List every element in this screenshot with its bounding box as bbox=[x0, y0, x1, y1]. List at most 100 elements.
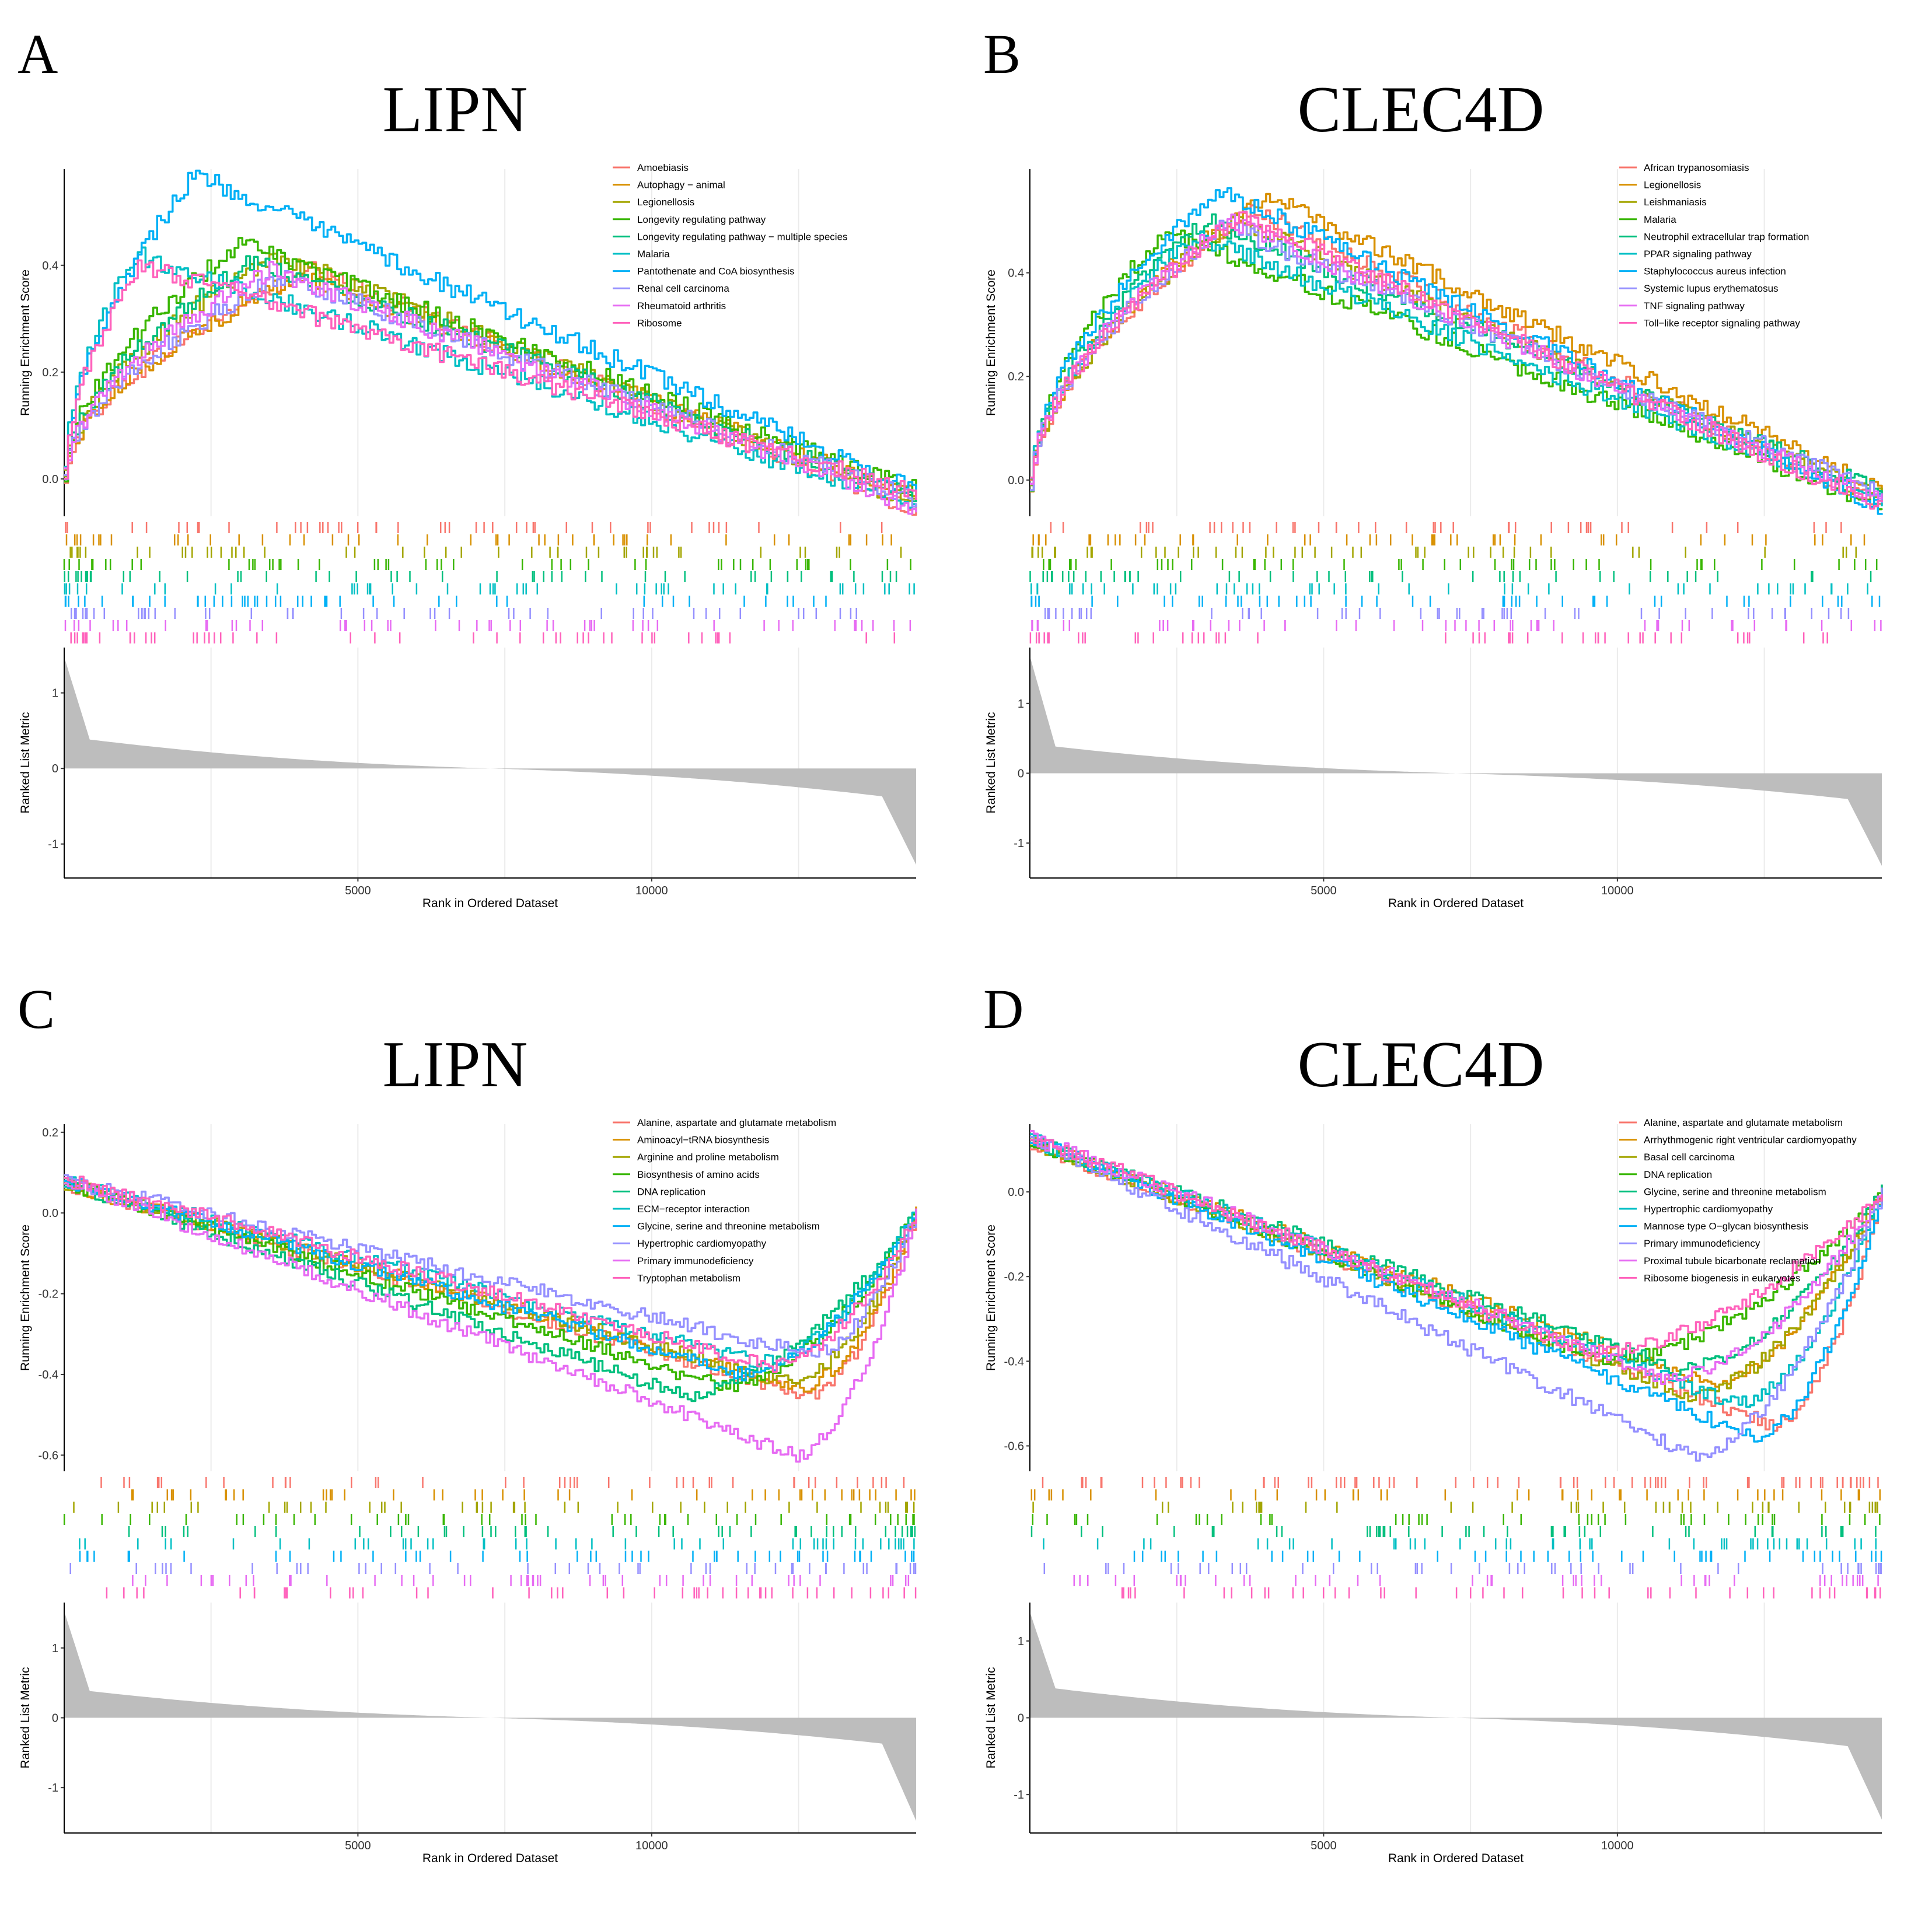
legend-label-9: Rheumatoid arthritis bbox=[637, 300, 726, 312]
es-tick-label: 0.0 bbox=[42, 1207, 58, 1220]
legend-label-7: Mannose type O−glycan biosynthesis bbox=[1644, 1221, 1808, 1232]
hit-ticks-row-6 bbox=[1030, 583, 1868, 594]
legend-label-1: Alanine, aspartate and glutamate metabol… bbox=[1644, 1117, 1843, 1128]
rank-tick-label: 5000 bbox=[1311, 884, 1337, 897]
hit-ticks-row-7 bbox=[1030, 596, 1881, 607]
es-series-line-9 bbox=[64, 261, 917, 515]
legend-label-4: Longevity regulating pathway bbox=[637, 214, 766, 225]
metric-tick-label: -1 bbox=[48, 1782, 58, 1794]
legend-label-3: Legionellosis bbox=[637, 197, 694, 208]
metric-tick-label: -1 bbox=[48, 838, 58, 851]
legend-label-5: DNA replication bbox=[637, 1186, 705, 1197]
metric-tick-label: -1 bbox=[1014, 1789, 1024, 1801]
legend-label-9: TNF signaling pathway bbox=[1644, 300, 1745, 312]
hit-ticks-row-2 bbox=[65, 534, 892, 545]
es-axis-title: Running Enrichment Score bbox=[19, 270, 32, 416]
legend-label-4: Biosynthesis of amino acids bbox=[637, 1169, 760, 1180]
ranked-metric-area bbox=[1030, 656, 1882, 866]
metric-tick-label: 1 bbox=[52, 1642, 58, 1655]
metric-tick-label: 1 bbox=[1018, 1635, 1024, 1648]
legend-label-1: Alanine, aspartate and glutamate metabol… bbox=[637, 1117, 836, 1128]
hit-ticks-row-10 bbox=[1121, 1587, 1881, 1598]
legend-label-2: Arrhythmogenic right ventricular cardiom… bbox=[1644, 1135, 1857, 1146]
panel-letter-d: D bbox=[983, 978, 1023, 1040]
rank-tick-label: 10000 bbox=[635, 1839, 668, 1852]
es-series-line-10 bbox=[64, 1176, 917, 1373]
legend-label-6: PPAR signaling pathway bbox=[1644, 249, 1752, 260]
hit-ticks-row-5 bbox=[1030, 1526, 1877, 1537]
legend-label-6: Hypertrophic cardiomyopathy bbox=[1644, 1204, 1773, 1215]
rank-tick-label: 5000 bbox=[345, 1839, 371, 1852]
rank-tick-label: 5000 bbox=[1311, 1839, 1337, 1852]
hit-ticks-row-4 bbox=[63, 559, 911, 570]
hit-ticks-row-3 bbox=[73, 1502, 915, 1513]
legend-label-3: Arginine and proline metabolism bbox=[637, 1152, 779, 1163]
gsea-panel-c: C LIPN 0.2 0.0 -0.2 -0.4 -0.6 Running Enrichmen… bbox=[0, 955, 966, 1910]
es-series-line-7 bbox=[1030, 187, 1883, 515]
legend-label-9: Primary immunodeficiency bbox=[637, 1255, 754, 1267]
es-axis-title: Running Enrichment Score bbox=[19, 1225, 32, 1371]
metric-axis-title: Ranked List Metric bbox=[19, 712, 32, 814]
legend-label-5: Neutrophil extracellular trap formation bbox=[1644, 231, 1809, 242]
legend-label-8: Systemic lupus erythematosus bbox=[1644, 283, 1779, 294]
metric-tick-label: 1 bbox=[1018, 698, 1024, 711]
legend-label-9: Proximal tubule bicarbonate reclamation bbox=[1644, 1255, 1821, 1267]
hit-ticks-row-6 bbox=[79, 1538, 915, 1549]
legend-label-8: Hypertrophic cardiomyopathy bbox=[637, 1238, 767, 1249]
es-tick-label: 0.4 bbox=[42, 260, 58, 272]
hit-ticks-row-3 bbox=[1031, 547, 1857, 558]
legend-label-2: Legionellosis bbox=[1644, 180, 1701, 191]
hit-ticks-row-2 bbox=[131, 1489, 916, 1500]
es-series-line-9 bbox=[64, 1182, 917, 1463]
es-series-line-6 bbox=[1030, 230, 1883, 506]
metric-axis-title: Ranked List Metric bbox=[984, 712, 998, 814]
gsea-panel-a: A LIPN 0.0 0.2 0.4 Running Enrichment Score Am… bbox=[0, 0, 966, 955]
hit-ticks-row-10 bbox=[1029, 632, 1828, 643]
hit-ticks-row-6 bbox=[1043, 1538, 1877, 1549]
metric-tick-label: 0 bbox=[1018, 1712, 1024, 1725]
es-series-line-7 bbox=[64, 169, 917, 495]
legend-label-6: Malaria bbox=[637, 249, 670, 260]
metric-tick-label: -1 bbox=[1014, 837, 1024, 850]
hit-ticks-row-4 bbox=[1032, 1514, 1881, 1525]
legend-label-2: Autophagy − animal bbox=[637, 180, 725, 191]
es-tick-label: 0.0 bbox=[1008, 1186, 1024, 1199]
legend-label-2: Aminoacyl−tRNA biosynthesis bbox=[637, 1135, 769, 1146]
gsea-panel-d: D CLEC4D 0.0 -0.2 -0.4 -0.6 Running Enrichment… bbox=[966, 955, 1931, 1910]
hit-ticks-row-1 bbox=[1042, 1477, 1879, 1488]
legend-label-10: Tryptophan metabolism bbox=[637, 1272, 740, 1283]
hit-ticks-row-3 bbox=[69, 547, 902, 558]
legend-label-5: Glycine, serine and threonine metabolism bbox=[1644, 1186, 1826, 1197]
es-tick-label: -0.6 bbox=[39, 1449, 58, 1462]
hit-ticks-row-8 bbox=[1043, 1563, 1882, 1574]
es-series-line-6 bbox=[64, 246, 917, 509]
hit-ticks-row-7 bbox=[64, 596, 827, 607]
es-axis-title: Running Enrichment Score bbox=[984, 270, 998, 416]
es-tick-label: 0.0 bbox=[1008, 474, 1024, 487]
hit-ticks-row-5 bbox=[64, 571, 897, 582]
ranked-metric-area bbox=[64, 1611, 916, 1821]
hit-ticks-row-1 bbox=[1050, 522, 1842, 533]
legend-label-1: Amoebiasis bbox=[637, 162, 689, 173]
metric-tick-label: 0 bbox=[52, 1712, 58, 1725]
hit-ticks-row-1 bbox=[65, 522, 883, 533]
hit-ticks-row-3 bbox=[1032, 1502, 1878, 1513]
es-tick-label: -0.4 bbox=[39, 1369, 58, 1381]
es-tick-label: 0.0 bbox=[42, 473, 58, 486]
legend-label-4: DNA replication bbox=[1644, 1169, 1712, 1180]
panel-title-a: LIPN bbox=[383, 74, 528, 146]
legend-label-8: Primary immunodeficiency bbox=[1644, 1238, 1760, 1249]
legend-label-3: Basal cell carcinoma bbox=[1644, 1152, 1735, 1163]
legend-label-10: Ribosome biogenesis in eukaryotes bbox=[1644, 1272, 1800, 1283]
metric-axis-title: Ranked List Metric bbox=[19, 1667, 32, 1769]
legend-label-4: Malaria bbox=[1644, 214, 1676, 225]
es-series-line-10 bbox=[1030, 211, 1883, 510]
hit-ticks-row-10 bbox=[106, 1587, 917, 1598]
hit-ticks-row-9 bbox=[132, 1575, 910, 1586]
hit-ticks-row-2 bbox=[1032, 534, 1865, 545]
legend-label-3: Leishmaniasis bbox=[1644, 197, 1707, 208]
es-tick-label: -0.6 bbox=[1004, 1440, 1024, 1453]
legend-label-10: Ribosome bbox=[637, 317, 682, 328]
es-tick-label: 0.2 bbox=[42, 366, 58, 379]
legend-label-7: Glycine, serine and threonine metabolism bbox=[637, 1221, 820, 1232]
